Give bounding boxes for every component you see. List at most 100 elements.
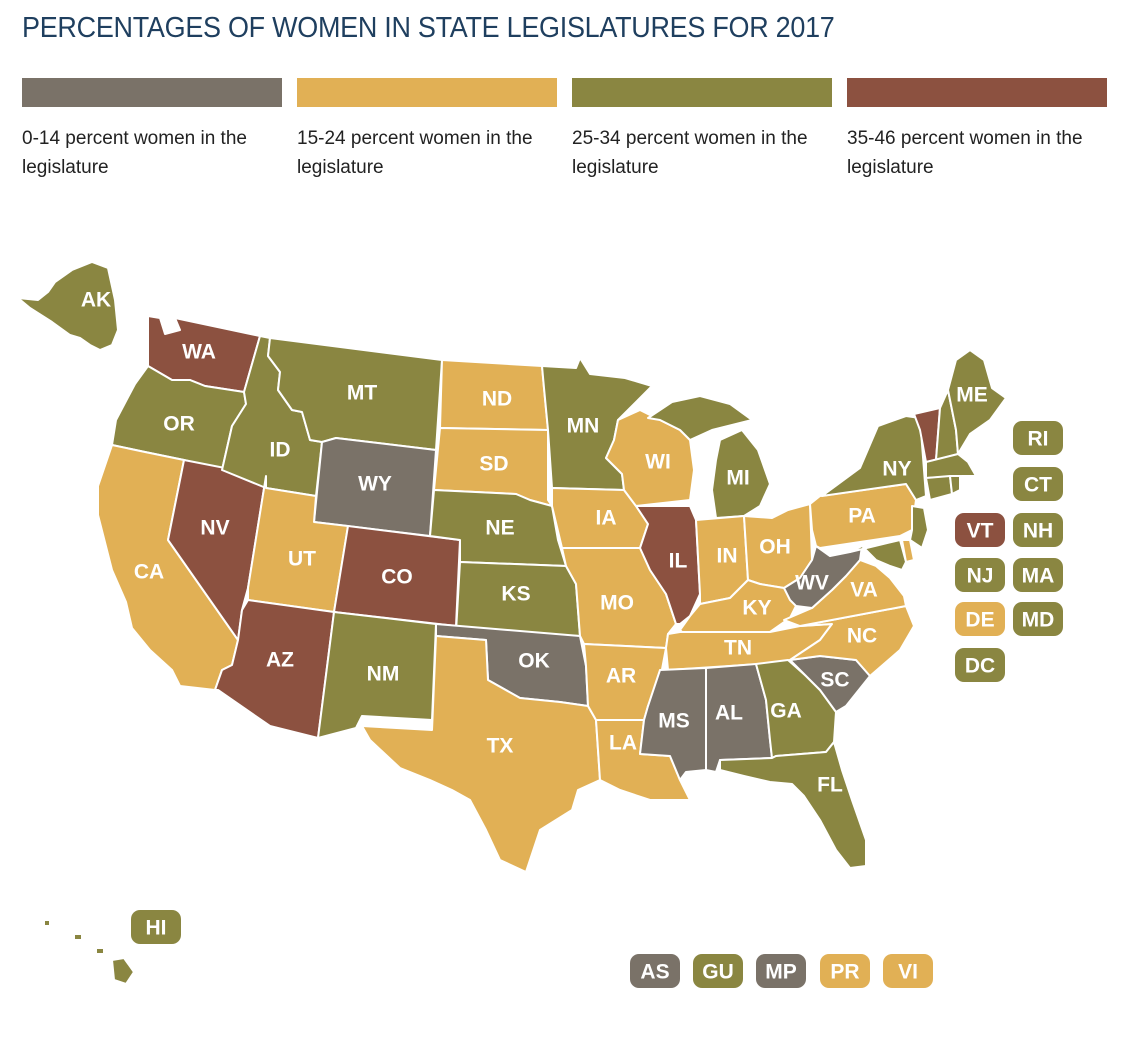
legend-label-35-46: 35-46 percent women in the legislature [847,128,1083,178]
badge-label-GU: GU [702,961,734,984]
legend-label-25-34: 25-34 percent women in the legislature [572,128,808,178]
badge-DC[interactable]: DC [955,648,1005,682]
state-MT[interactable] [267,337,443,451]
state-label-IL: IL [669,550,688,573]
state-label-MT: MT [347,382,377,405]
state-FL[interactable] [719,741,867,869]
badge-label-DC: DC [965,655,995,678]
badge-box-DC [955,648,1005,682]
state-MD[interactable] [849,539,907,571]
state-NE[interactable] [429,489,567,567]
legend-swatch-15-24 [297,78,557,107]
state-label-ND: ND [482,388,512,411]
badge-box-MA [1013,558,1063,592]
state-IL[interactable] [635,505,701,625]
state-label-NV: NV [200,517,229,540]
state-NC[interactable] [789,605,915,677]
badge-box-CT [1013,467,1063,501]
badge-box-MD [1013,602,1063,636]
state-label-KS: KS [501,583,530,606]
state-label-SC: SC [820,669,849,692]
state-NJ[interactable] [909,505,929,549]
state-MI-upper[interactable] [647,395,753,441]
state-label-MN: MN [567,415,600,438]
state-label-LA: LA [609,732,637,755]
badge-label-VT: VT [967,520,994,543]
legend-swatch-25-34 [572,78,832,107]
badge-label-CT: CT [1024,474,1052,497]
state-label-AZ: AZ [266,649,294,672]
state-label-PA: PA [848,505,876,528]
badge-box-RI [1013,421,1063,455]
state-label-WA: WA [182,341,216,364]
badge-HI[interactable]: HI [131,910,181,944]
state-label-MS: MS [658,710,690,733]
state-WV[interactable] [783,545,863,609]
state-label-FL: FL [817,774,843,797]
badge-VT[interactable]: VT [955,513,1005,547]
badge-DE[interactable]: DE [955,602,1005,636]
badge-box-NH [1013,513,1063,547]
state-label-WY: WY [358,473,392,496]
badge-label-MA: MA [1022,565,1055,588]
state-label-AL: AL [715,702,743,725]
state-CT[interactable] [925,475,953,501]
legend-label-0-14: 0-14 percent women in the legislature [22,128,247,178]
state-label-TX: TX [487,735,514,758]
state-RI[interactable] [949,475,961,495]
state-label-GA: GA [770,700,802,723]
badge-box-PR [820,954,870,988]
state-label-NE: NE [485,517,514,540]
legend-label-15-24: 15-24 percent women in the legislature [297,128,533,178]
badge-label-NJ: NJ [967,565,994,588]
state-label-NY: NY [882,458,911,481]
badge-box-MP [756,954,806,988]
state-label-SD: SD [479,453,508,476]
state-label-MO: MO [600,592,634,615]
state-KY[interactable] [679,579,801,641]
badge-label-MP: MP [765,961,797,984]
badge-NJ[interactable]: NJ [955,558,1005,592]
state-ME[interactable] [947,349,1007,455]
badge-box-VT [955,513,1005,547]
badge-box-VI [883,954,933,988]
state-MI[interactable] [711,429,771,519]
badge-MA[interactable]: MA [1013,558,1063,592]
badge-box-GU [693,954,743,988]
badge-MD[interactable]: MD [1013,602,1063,636]
badge-label-MD: MD [1022,609,1055,632]
state-HI[interactable] [43,919,135,985]
badge-GU[interactable]: GU [693,954,743,988]
badge-NH[interactable]: NH [1013,513,1063,547]
state-label-IA: IA [596,507,617,530]
state-label-OH: OH [759,536,791,559]
badge-box-HI [131,910,181,944]
legend-swatch-0-14 [22,78,282,107]
badge-CT[interactable]: CT [1013,467,1063,501]
state-label-CA: CA [134,561,164,584]
state-AK[interactable] [17,261,119,351]
badge-RI[interactable]: RI [1013,421,1063,455]
state-label-NC: NC [847,625,877,648]
state-label-ME: ME [956,384,988,407]
badge-box-NJ [955,558,1005,592]
state-TX[interactable] [361,635,601,873]
state-label-CO: CO [381,566,413,589]
state-label-WV: WV [795,572,829,595]
badge-VI[interactable]: VI [883,954,933,988]
badge-box-DE [955,602,1005,636]
state-label-AK: AK [81,289,111,312]
state-label-NM: NM [367,663,400,686]
badge-label-AS: AS [640,961,669,984]
badge-PR[interactable]: PR [820,954,870,988]
state-label-OR: OR [163,413,195,436]
badge-label-HI: HI [146,917,167,940]
state-label-IN: IN [717,545,738,568]
badge-MP[interactable]: MP [756,954,806,988]
badge-box-AS [630,954,680,988]
badge-label-VI: VI [898,961,918,984]
state-label-MI: MI [726,467,749,490]
state-label-VA: VA [850,579,878,602]
badge-label-NH: NH [1023,520,1053,543]
badge-AS[interactable]: AS [630,954,680,988]
